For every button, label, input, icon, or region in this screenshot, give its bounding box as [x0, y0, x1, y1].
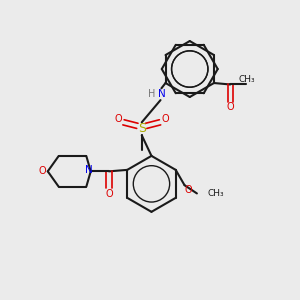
Text: N: N — [158, 89, 165, 99]
Text: O: O — [114, 114, 122, 124]
Text: O: O — [39, 166, 46, 176]
Text: S: S — [138, 122, 146, 135]
Text: O: O — [105, 189, 113, 199]
Text: O: O — [161, 114, 169, 124]
Text: O: O — [226, 103, 234, 112]
Text: H: H — [148, 89, 155, 99]
Text: CH₃: CH₃ — [238, 75, 255, 84]
Text: O: O — [184, 184, 192, 195]
Text: CH₃: CH₃ — [207, 189, 224, 198]
Text: N: N — [85, 166, 93, 176]
